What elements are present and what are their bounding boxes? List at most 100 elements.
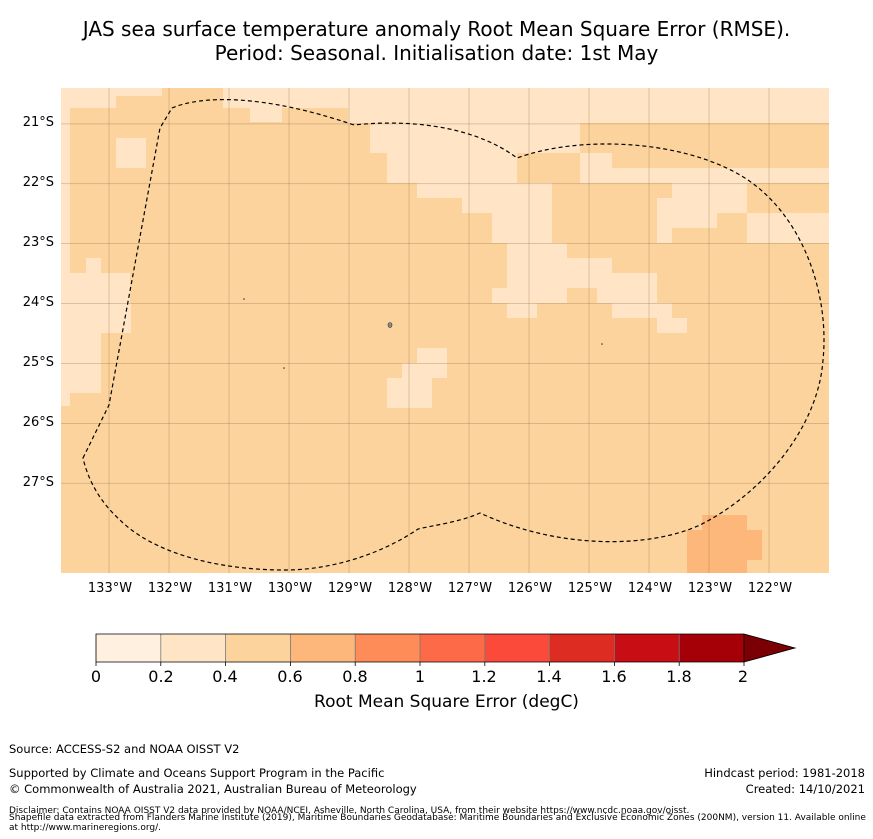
colorbar-segment bbox=[355, 634, 420, 662]
rmse-cell-low bbox=[61, 303, 131, 333]
island-marker bbox=[387, 322, 393, 328]
colorbar-label: Root Mean Square Error (degC) bbox=[314, 692, 579, 712]
colorbar-segment bbox=[225, 634, 291, 662]
rmse-cell-low bbox=[507, 243, 567, 288]
islands bbox=[243, 298, 603, 369]
lon-label: 126°W bbox=[507, 581, 553, 596]
rmse-cell-low bbox=[116, 88, 130, 96]
rmse-cell-low bbox=[717, 183, 747, 213]
lon-label: 123°W bbox=[687, 581, 733, 596]
colorbar-tick-label: 0 bbox=[90, 667, 102, 686]
colorbar-tick-label: 2 bbox=[737, 667, 749, 686]
lon-label: 129°W bbox=[327, 581, 373, 596]
rmse-cell-low bbox=[387, 393, 417, 408]
rmse-cell-high bbox=[687, 560, 747, 573]
rmse-cell-low bbox=[747, 213, 822, 243]
colorbar-tick-label: 1.8 bbox=[666, 667, 692, 686]
rmse-cell-low bbox=[612, 303, 642, 318]
rmse-cell-low bbox=[70, 88, 116, 108]
lat-label: 26°S bbox=[22, 415, 54, 430]
rmse-cell-low bbox=[567, 258, 612, 288]
lat-label: 27°S bbox=[22, 475, 54, 490]
rmse-cell-low bbox=[61, 333, 101, 393]
lon-label: 125°W bbox=[567, 581, 613, 596]
disclaimer-line-2: Shapefile data extracted from Flanders M… bbox=[9, 813, 866, 833]
rmse-cell-low bbox=[116, 138, 146, 168]
rmse-cell-high bbox=[687, 530, 762, 560]
eez-boundary bbox=[82, 98, 825, 571]
rmse-cell-low bbox=[672, 183, 717, 228]
map-title-line-1: JAS sea surface temperature anomaly Root… bbox=[82, 17, 791, 41]
support-note: Supported by Climate and Oceans Support … bbox=[9, 766, 385, 780]
rmse-cell-low bbox=[283, 88, 348, 108]
rmse-cell-low bbox=[610, 168, 829, 183]
colorbar-segment bbox=[96, 634, 161, 662]
rmse-cell-low bbox=[86, 258, 101, 273]
lon-label: 130°W bbox=[267, 581, 313, 596]
rmse-cell-low bbox=[130, 88, 162, 96]
copyright-note: © Commonwealth of Australia 2021, Austra… bbox=[9, 782, 417, 796]
rmse-cell-low bbox=[417, 348, 447, 363]
colorbar-tick-label: 0.2 bbox=[148, 667, 174, 686]
colorbar-tick-label: 0.8 bbox=[342, 667, 368, 686]
rmse-cell-low bbox=[402, 363, 447, 378]
rmse-cell-low bbox=[580, 153, 612, 183]
colorbar-tick-label: 1.6 bbox=[601, 667, 627, 686]
lat-label: 25°S bbox=[22, 355, 54, 370]
rmse-cell-low bbox=[537, 198, 552, 243]
lon-label: 133°W bbox=[87, 581, 133, 596]
lon-label: 122°W bbox=[747, 581, 793, 596]
colorbar-tick-label: 1.2 bbox=[471, 667, 497, 686]
rmse-cell-low bbox=[387, 153, 517, 183]
rmse-cell-low bbox=[417, 183, 462, 198]
rmse-cell-low bbox=[70, 273, 130, 303]
colorbar-segment bbox=[160, 634, 226, 662]
lat-label: 22°S bbox=[22, 175, 54, 190]
rmse-cell-low bbox=[520, 123, 580, 153]
created-date: Created: 14/10/2021 bbox=[745, 782, 865, 796]
map-title-line-2: Period: Seasonal. Initialisation date: 1… bbox=[214, 41, 659, 65]
rmse-cell-low bbox=[822, 213, 829, 243]
island-marker bbox=[243, 298, 245, 300]
rmse-cell-low bbox=[370, 123, 520, 153]
colorbar-segment bbox=[420, 634, 485, 662]
colorbar-segment bbox=[679, 634, 744, 662]
colorbar-tick-label: 1.4 bbox=[536, 667, 562, 686]
lon-label: 131°W bbox=[207, 581, 253, 596]
rmse-cell-high bbox=[702, 515, 747, 530]
disclaimer-line-1: Disclaimer: Contains NOAA OISST V2 data … bbox=[9, 806, 690, 816]
rmse-cell-low bbox=[348, 88, 829, 123]
colorbar-tick-label: 0.4 bbox=[212, 667, 238, 686]
colorbar-tick-label: 1 bbox=[414, 667, 426, 686]
rmse-grid bbox=[61, 88, 829, 573]
lat-label: 24°S bbox=[22, 295, 54, 310]
lon-label: 128°W bbox=[387, 581, 433, 596]
rmse-cell-low bbox=[507, 303, 537, 318]
hindcast-period: Hindcast period: 1981-2018 bbox=[704, 766, 865, 780]
lon-label: 127°W bbox=[447, 581, 493, 596]
colorbar-segment bbox=[484, 634, 550, 662]
colorbar-extend-arrow bbox=[743, 633, 797, 663]
lat-label: 23°S bbox=[22, 235, 54, 250]
rmse-cell-low bbox=[657, 318, 687, 333]
rmse-cell-low bbox=[250, 108, 282, 122]
lon-label: 124°W bbox=[627, 581, 673, 596]
rmse-cell-low bbox=[61, 88, 70, 406]
colorbar-segment bbox=[549, 634, 615, 662]
colorbar bbox=[95, 633, 797, 666]
lon-label: 132°W bbox=[147, 581, 193, 596]
graticule bbox=[61, 88, 829, 573]
island-marker bbox=[283, 367, 285, 369]
rmse-cell-low bbox=[492, 288, 567, 303]
colorbar-segment bbox=[290, 634, 356, 662]
colorbar-segment bbox=[614, 634, 680, 662]
colorbar-tick-label: 0.6 bbox=[277, 667, 303, 686]
rmse-cell-low bbox=[492, 213, 537, 243]
rmse-cell-low bbox=[657, 198, 672, 243]
rmse-cell-low bbox=[223, 88, 283, 108]
rmse-cell-low bbox=[597, 288, 657, 303]
lat-label: 21°S bbox=[22, 115, 54, 130]
source-note: Source: ACCESS-S2 and NOAA OISST V2 bbox=[9, 742, 240, 756]
rmse-cell-low bbox=[642, 303, 672, 318]
